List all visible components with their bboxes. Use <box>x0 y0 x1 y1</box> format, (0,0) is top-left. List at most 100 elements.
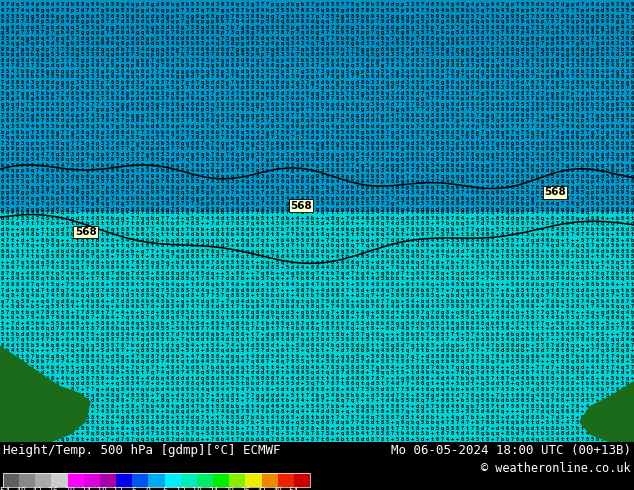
Text: b: b <box>466 271 469 276</box>
Text: q: q <box>411 271 414 276</box>
Text: 6: 6 <box>216 141 219 146</box>
Text: 8: 8 <box>541 266 544 270</box>
Text: b: b <box>256 146 259 151</box>
Text: b: b <box>146 24 149 29</box>
Text: d: d <box>131 36 134 41</box>
Text: 7: 7 <box>576 179 579 184</box>
Text: b: b <box>456 221 459 226</box>
Text: p: p <box>486 190 489 196</box>
Text: g: g <box>16 41 19 46</box>
Text: 5: 5 <box>536 249 539 254</box>
Text: 5: 5 <box>316 85 319 90</box>
Text: 6: 6 <box>371 69 374 74</box>
Text: q: q <box>26 293 29 298</box>
Text: 6: 6 <box>271 382 274 387</box>
Text: 4: 4 <box>141 238 144 243</box>
Text: b: b <box>6 102 9 107</box>
Text: d: d <box>151 304 154 309</box>
Text: 8: 8 <box>376 151 379 157</box>
Text: 8: 8 <box>316 8 319 13</box>
Text: 6: 6 <box>511 426 514 431</box>
Text: 4: 4 <box>571 163 574 168</box>
Text: +: + <box>111 382 114 387</box>
Text: 8: 8 <box>306 2 309 7</box>
Text: 9: 9 <box>611 91 614 96</box>
Text: 5: 5 <box>401 359 404 365</box>
Text: p: p <box>626 124 629 129</box>
Text: 4: 4 <box>81 304 84 309</box>
Text: 5: 5 <box>486 102 489 107</box>
Text: 7: 7 <box>106 80 109 85</box>
Text: b: b <box>31 343 34 348</box>
Text: +: + <box>1 404 4 409</box>
Text: d: d <box>181 437 184 441</box>
Text: 6: 6 <box>6 119 9 123</box>
Text: 4: 4 <box>186 415 189 419</box>
Text: b: b <box>471 141 474 146</box>
Text: 5: 5 <box>561 179 564 184</box>
Text: b: b <box>271 249 274 254</box>
Text: 4: 4 <box>276 382 279 387</box>
Text: 8: 8 <box>171 271 174 276</box>
Text: 8: 8 <box>76 2 79 7</box>
Text: b: b <box>181 146 184 151</box>
Text: p: p <box>631 119 634 123</box>
Text: q: q <box>501 168 504 173</box>
Text: b: b <box>51 107 54 112</box>
Text: 3: 3 <box>296 58 299 63</box>
Text: g: g <box>106 201 109 206</box>
Text: 8: 8 <box>231 157 234 162</box>
Text: b: b <box>576 254 579 259</box>
Text: 4: 4 <box>256 52 259 57</box>
Text: d: d <box>446 91 449 96</box>
Text: 3: 3 <box>121 58 124 63</box>
Text: t: t <box>381 282 384 287</box>
Text: 6: 6 <box>496 216 499 220</box>
Text: 8: 8 <box>411 221 414 226</box>
Text: g: g <box>76 85 79 90</box>
Text: p: p <box>346 85 349 90</box>
Text: g: g <box>551 91 554 96</box>
Text: 5: 5 <box>276 69 279 74</box>
Text: b: b <box>471 370 474 375</box>
Text: 4: 4 <box>401 310 404 315</box>
Text: 7: 7 <box>531 119 534 123</box>
Text: 4: 4 <box>266 227 269 232</box>
Text: d: d <box>241 244 244 248</box>
Text: d: d <box>136 271 139 276</box>
Text: +: + <box>161 409 164 414</box>
Text: t: t <box>331 282 334 287</box>
Text: g: g <box>486 63 489 68</box>
Text: 5: 5 <box>531 337 534 343</box>
Text: +: + <box>26 238 29 243</box>
Text: p: p <box>476 124 479 129</box>
Text: q: q <box>126 63 129 68</box>
Text: 8: 8 <box>626 254 629 259</box>
Text: g: g <box>396 14 399 19</box>
Text: b: b <box>631 113 634 118</box>
Text: q: q <box>366 168 369 173</box>
Text: d: d <box>396 271 399 276</box>
Text: 5: 5 <box>376 370 379 375</box>
Text: 4: 4 <box>156 337 159 343</box>
Text: +: + <box>481 282 484 287</box>
Text: 3: 3 <box>106 129 109 135</box>
Text: p: p <box>6 85 9 90</box>
Text: +: + <box>621 210 624 215</box>
Text: 5: 5 <box>26 343 29 348</box>
Text: 6: 6 <box>176 244 179 248</box>
Text: 6: 6 <box>226 232 229 237</box>
Text: +: + <box>396 365 399 370</box>
Text: b: b <box>131 249 134 254</box>
Text: +: + <box>596 310 599 315</box>
Text: t: t <box>376 409 379 414</box>
Text: d: d <box>441 244 444 248</box>
Text: +: + <box>416 298 419 304</box>
Text: 7: 7 <box>216 163 219 168</box>
Text: q: q <box>436 359 439 365</box>
Text: 8: 8 <box>336 168 339 173</box>
Text: 8: 8 <box>256 304 259 309</box>
Text: t: t <box>266 288 269 293</box>
Text: 9: 9 <box>301 19 304 24</box>
Text: d: d <box>356 404 359 409</box>
